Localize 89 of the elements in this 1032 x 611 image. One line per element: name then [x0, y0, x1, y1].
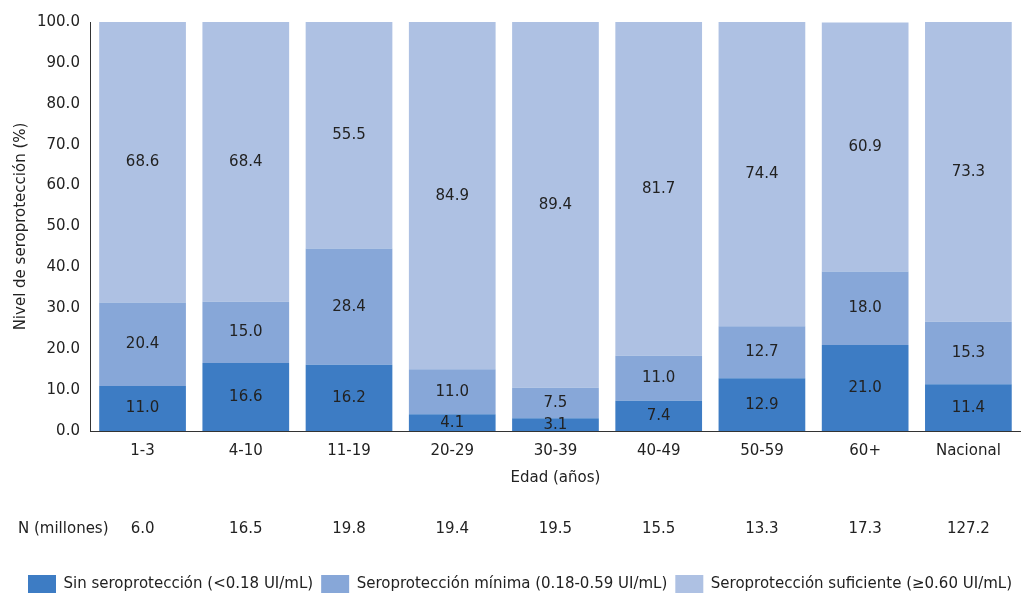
text: 16.5 [229, 518, 263, 537]
y-axis-title: Nivel de seroprotección (%) [10, 122, 29, 331]
legend-label: Sin seroprotección (<0.18 UI/mL) [63, 573, 314, 592]
bar [512, 418, 599, 431]
legend-label: Seroprotección suficiente (≥0.60 UI/mL) [710, 573, 1012, 592]
data-label: 11.0 [125, 398, 160, 417]
bar [408, 414, 496, 431]
data-label: 18.0 [848, 298, 882, 317]
data-label: 20.4 [125, 334, 160, 353]
data-label: 81.7 [642, 178, 676, 197]
bar [925, 384, 1012, 431]
x-axis-title: Edad (años) [510, 467, 601, 486]
x-tick-label: 50-59 [740, 440, 784, 459]
bar [202, 363, 290, 431]
data-label: 84.9 [435, 185, 469, 204]
text: 19.8 [332, 518, 366, 537]
data-label: 11.4 [951, 397, 986, 416]
data-label: 7.5 [543, 392, 568, 411]
data-label: 4.1 [440, 412, 465, 431]
text: 19.4 [435, 518, 469, 537]
bar [615, 355, 703, 401]
bar [821, 271, 909, 346]
text: 127.2 [946, 518, 990, 537]
data-label: 73.3 [951, 161, 986, 180]
bar [512, 387, 599, 419]
data-label: 15.0 [229, 322, 263, 341]
bar [99, 302, 186, 387]
bar [925, 22, 1012, 322]
text: 19.5 [538, 518, 573, 537]
legend-label: Seroprotección mínima (0.18-0.59 UI/mL) [356, 573, 668, 592]
bar [718, 378, 806, 431]
data-label: 3.1 [543, 414, 568, 433]
bar [718, 22, 806, 327]
bar [408, 369, 496, 415]
data-label: 12.7 [745, 342, 779, 361]
bar [305, 248, 393, 365]
bar [408, 22, 496, 370]
bar [202, 301, 290, 364]
text: 15.5 [642, 518, 676, 537]
bar [615, 400, 703, 431]
data-label: 11.0 [435, 381, 469, 400]
bar [512, 22, 599, 388]
data-label: 11.0 [642, 368, 676, 387]
bar [99, 22, 186, 303]
x-tick-label: 11-19 [327, 440, 371, 459]
y-tick-label: 30.0 [46, 298, 80, 317]
data-label: 16.2 [332, 387, 366, 406]
data-label: 28.4 [332, 296, 366, 315]
y-tick-label: 80.0 [46, 93, 80, 112]
text: 13.3 [745, 518, 779, 537]
bar [305, 22, 393, 249]
bar [821, 345, 909, 431]
data-label: 55.5 [332, 124, 366, 143]
y-tick-label: 40.0 [46, 257, 80, 276]
x-tick-label: 4-10 [228, 440, 263, 459]
text: N (millones) [18, 518, 109, 537]
y-tick-label: 50.0 [46, 216, 80, 235]
data-label: 16.6 [229, 386, 263, 405]
data-label: 15.3 [951, 342, 986, 361]
bar [305, 364, 393, 431]
y-tick-label: 90.0 [46, 52, 80, 71]
x-tick-label: 1-3 [130, 440, 155, 459]
data-label: 21.0 [848, 377, 882, 396]
bar [202, 22, 290, 302]
y-tick-label: 20.0 [46, 339, 80, 358]
data-label: 68.4 [229, 151, 263, 170]
x-tick-label: Nacional [935, 440, 1001, 459]
y-tick-label: 60.0 [46, 175, 80, 194]
data-label: 68.6 [125, 152, 160, 171]
bar [821, 22, 909, 272]
y-tick-label: 10.0 [46, 379, 80, 398]
x-tick-label: 20-29 [430, 440, 475, 459]
y-tick-label: 100.0 [36, 11, 80, 30]
text: 6.0 [130, 518, 155, 537]
data-label: 7.4 [646, 405, 671, 424]
data-label: 12.9 [745, 394, 779, 413]
data-label: 60.9 [848, 136, 882, 155]
y-tick-label: 70.0 [46, 134, 80, 153]
bar [718, 326, 806, 379]
x-tick-label: 60+ [849, 440, 881, 459]
x-tick-label: 30-39 [533, 440, 578, 459]
x-tick-label: 40-49 [636, 440, 681, 459]
data-label: 89.4 [538, 194, 573, 213]
data-label: 74.4 [745, 164, 779, 183]
y-tick-label: 0.0 [56, 420, 80, 439]
text: 17.3 [848, 518, 882, 537]
bar [99, 386, 186, 431]
bar [925, 321, 1012, 385]
bar [615, 22, 703, 356]
